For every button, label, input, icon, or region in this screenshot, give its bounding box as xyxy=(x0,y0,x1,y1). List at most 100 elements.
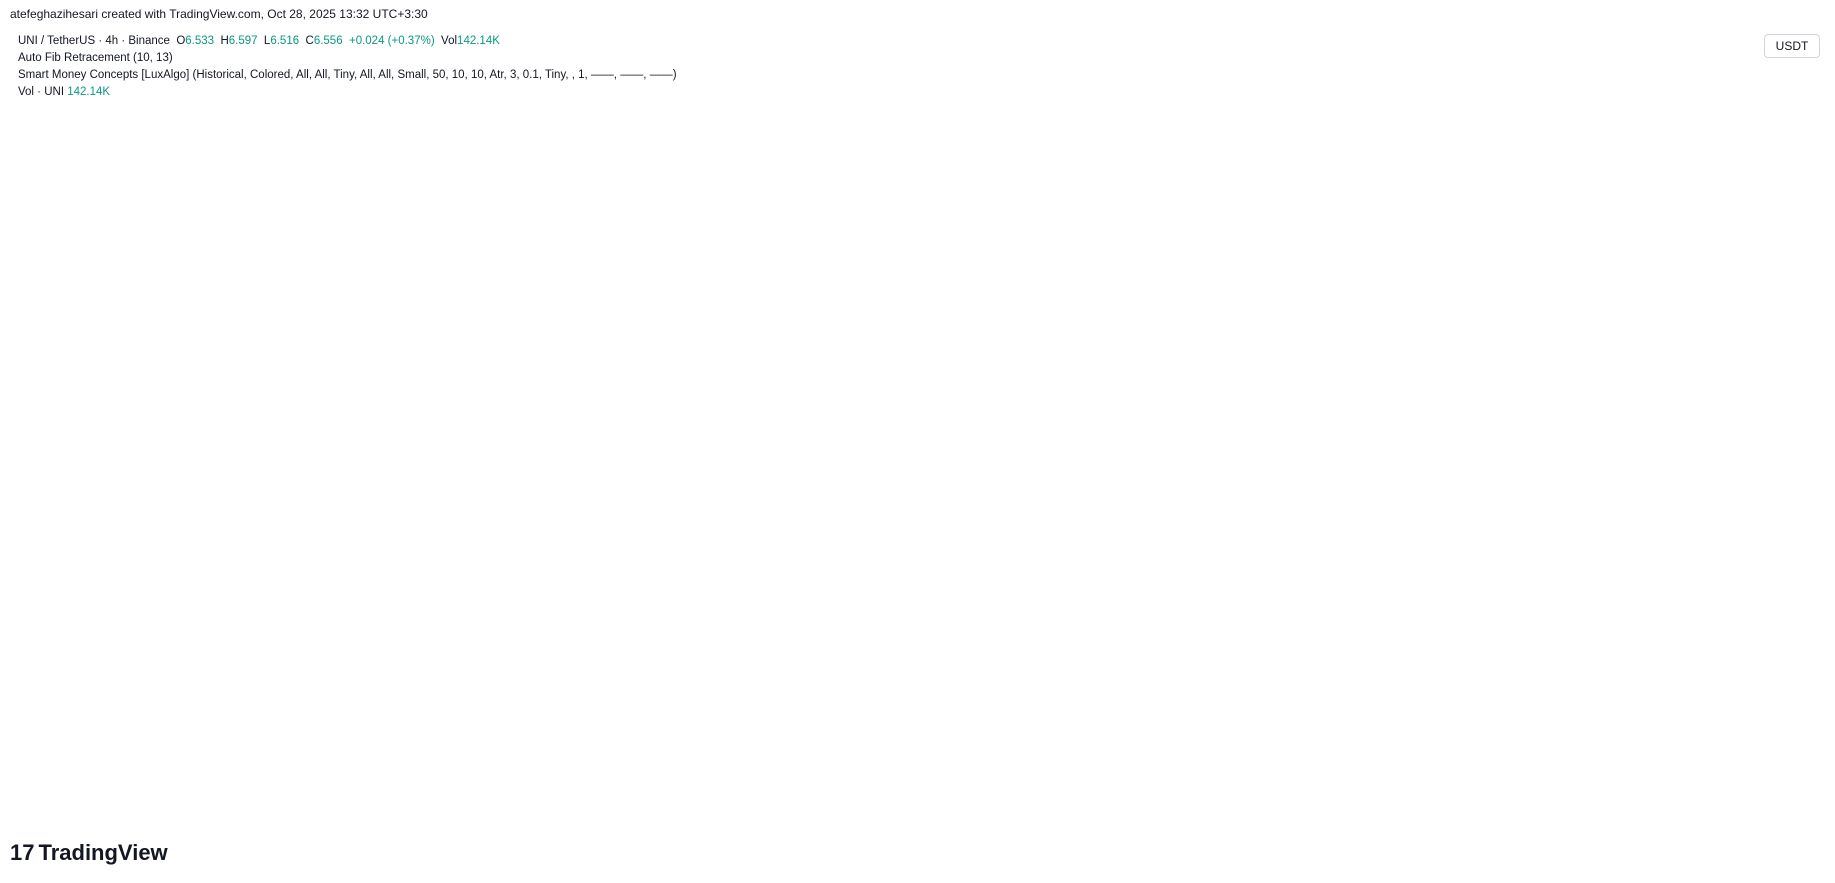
candle-body xyxy=(1243,444,1254,459)
volume-bar xyxy=(251,801,262,817)
y-tick-label: 4.600 xyxy=(1770,786,1799,798)
x-tick-label: 13 xyxy=(340,801,354,815)
volume-bar xyxy=(1429,786,1439,817)
volume-bar xyxy=(1534,795,1545,817)
structure-label: CHoCH xyxy=(1335,404,1359,411)
x-tick-label: 29 xyxy=(1625,801,1639,815)
volume-bar xyxy=(159,797,169,817)
candle-body xyxy=(595,403,606,410)
legend-close: 6.556 xyxy=(313,35,343,47)
tradingview-logo[interactable]: 17 TradingView xyxy=(10,840,168,866)
candle-body xyxy=(675,450,685,457)
candle-body xyxy=(212,499,222,510)
candle-body xyxy=(185,538,196,549)
y-tick-label: 6.800 xyxy=(1770,353,1799,365)
volume-bar xyxy=(1098,795,1108,817)
premium-zone xyxy=(459,322,1744,402)
volume-bar xyxy=(1005,794,1016,817)
indicator-smc[interactable]: Smart Money Concepts [LuxAlgo] (Historic… xyxy=(18,69,677,81)
structure-label: CHoCH xyxy=(1050,497,1074,504)
candle-body xyxy=(463,373,474,414)
candle-body xyxy=(1534,391,1545,398)
legend-close-label: C xyxy=(305,35,314,47)
legend: UNI / TetherUS · 4h · Binance O6.533 H 6.… xyxy=(18,33,677,101)
candle-body xyxy=(1574,405,1585,416)
volume-bar xyxy=(1045,771,1056,817)
volume-bar xyxy=(648,795,659,817)
volume-bar xyxy=(939,790,950,817)
x-tick-label: 15 xyxy=(501,801,515,815)
volume-bar xyxy=(926,799,937,817)
x-tick-label: 20 xyxy=(902,801,916,815)
legend-high-label: H xyxy=(220,35,229,47)
x-tick-label: 18 xyxy=(742,801,756,815)
volume-bar xyxy=(794,802,804,817)
currency-button[interactable]: USDT xyxy=(1764,34,1820,58)
volume-bar xyxy=(1508,792,1519,817)
candle-body xyxy=(1164,491,1175,502)
legend-vol: 142.14K xyxy=(457,35,500,47)
candle-body xyxy=(1336,478,1347,482)
volume-bar xyxy=(264,799,275,817)
volume-bar xyxy=(1402,797,1413,817)
legend-open-label: O xyxy=(176,35,186,47)
candle-body xyxy=(357,373,368,392)
candle-body xyxy=(317,379,328,394)
candle-body xyxy=(1138,476,1148,488)
candle-body xyxy=(556,373,566,414)
volume-bar xyxy=(1217,802,1228,817)
structure-label: CHoCH xyxy=(749,447,773,454)
candle-body xyxy=(344,373,354,408)
y-tick-label: 6.600 xyxy=(1770,392,1799,404)
y-tick-label: 6.400 xyxy=(1770,432,1799,444)
candle-body xyxy=(1032,462,1042,469)
candle-body xyxy=(1548,397,1558,414)
structure-labels: Premium Discount Equilibrium CHoCH BOS BOS CHo… xyxy=(106,194,1627,562)
fib-price-marker xyxy=(1762,312,1822,331)
y-tick-label: 5.000 xyxy=(1770,707,1799,719)
volume-bar xyxy=(436,785,447,817)
volume-bar xyxy=(423,797,434,817)
legend-symbol[interactable]: UNI / TetherUS · 4h · Binance xyxy=(18,35,170,47)
volume-bar xyxy=(489,797,500,817)
candle-body xyxy=(1296,466,1307,477)
indicator-fib[interactable]: Auto Fib Retracement (10, 13) xyxy=(18,52,173,64)
grid xyxy=(10,28,1760,820)
structure-label: EQL xyxy=(1291,481,1305,488)
candle-body xyxy=(1429,424,1439,467)
y-tick-label: 7.200 xyxy=(1770,275,1799,287)
candle-body xyxy=(1071,405,1082,461)
volume-bar xyxy=(1270,795,1280,817)
legend-open: 6.533 xyxy=(185,35,215,47)
volume-bar xyxy=(556,797,566,817)
volume-bar xyxy=(622,797,632,817)
y-tick-label: 6.200 xyxy=(1770,471,1799,483)
candle-body xyxy=(1270,428,1280,437)
y-tick-label: 7.800 xyxy=(1770,157,1799,169)
discount-band xyxy=(644,535,1520,547)
y-tick-label: 8.000 xyxy=(1770,117,1799,129)
volume-bar xyxy=(833,802,844,817)
volume-bar xyxy=(1495,790,1505,817)
candle-body xyxy=(701,440,712,520)
price-axis: 8.200 8.000 7.800 7.600 7.400 7.200 7.000 6.800… xyxy=(1761,0,1799,822)
volume-bar xyxy=(860,794,870,817)
candle-body xyxy=(1085,460,1095,469)
volume-bar xyxy=(1243,797,1254,817)
legend-symbol-row[interactable]: UNI / TetherUS · 4h · Binance O6.533 H 6.… xyxy=(18,33,677,50)
candle-body xyxy=(397,309,407,317)
volume-bar xyxy=(675,781,685,817)
candle-body xyxy=(489,366,500,378)
candle-body xyxy=(198,509,209,539)
candle-body xyxy=(291,432,302,496)
candle-body xyxy=(873,480,884,500)
x-tick-label: 27 xyxy=(1464,801,1478,815)
volume-bar xyxy=(635,794,646,817)
lightning-icon[interactable] xyxy=(1561,772,1583,794)
volume-bar xyxy=(688,795,698,817)
indicator-volume[interactable]: Vol · UNI 142.14K xyxy=(18,84,677,101)
x-tick-label: 11 xyxy=(180,801,193,815)
candle-body xyxy=(436,393,447,408)
volume-bar xyxy=(384,792,394,817)
